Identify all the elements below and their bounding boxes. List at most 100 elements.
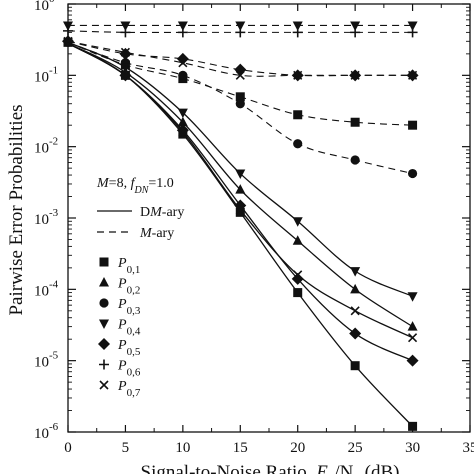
data-point-p0-3 [178,70,188,80]
data-point-p0-4 [407,21,418,31]
data-point-p0-7 [120,70,130,80]
data-point-p0-6 [292,27,303,38]
data-point-p0-7 [178,58,188,68]
series-markers [62,21,419,431]
legend-param-f: f [131,176,137,191]
y-tick-label: 10-5 [34,350,59,371]
legend-marker-p0-7 [99,380,109,390]
data-point-p0-6 [177,27,188,38]
y-tick-label: 10-4 [34,278,59,299]
data-point-p0-7 [120,47,130,57]
data-point-p0-5 [176,124,189,137]
data-point-p0-6 [350,27,361,38]
x-axis-title-tail: (dB) [360,462,400,474]
x-tick-label: 10 [175,440,190,456]
data-point-p0-4 [292,21,303,31]
data-point-p0-7 [235,205,245,215]
legend-label-p0-5: P0,5 [117,338,141,358]
data-point-p0-1 [408,120,418,130]
legend-marker-p0-3 [99,298,109,308]
data-point-p0-4 [177,21,188,31]
data-point-p0-1 [235,207,245,217]
data-point-p0-5 [234,199,247,212]
data-point-p0-1 [350,117,360,127]
x-tick-label: 5 [122,440,130,456]
data-point-p0-7 [63,36,73,46]
data-point-p0-2 [407,321,418,331]
legend-param-f-eq: =1.0 [148,176,173,191]
axis-ticks: 0 5 10 15 20 25 30 35 100 10-1 10-2 10-3 10-4 10-5 10-… [34,0,474,456]
data-point-p0-1 [293,110,303,120]
data-point-p0-2 [292,235,303,245]
data-point-p0-4 [350,21,361,31]
series-line-p0-1-m-ary [67,41,413,126]
data-point-p0-6 [407,27,418,38]
data-point-p0-1 [350,361,360,371]
legend-marker-p0-4 [99,319,109,329]
data-point-p0-7 [350,70,360,80]
legend-param-m: M [96,176,110,191]
data-point-p0-7 [350,306,360,316]
y-tick-label: 10-2 [34,136,58,157]
data-point-p0-4 [292,217,303,227]
y-tick-label: 10-6 [34,421,59,442]
legend-label-p0-2: P0,2 [117,277,140,297]
data-point-p0-3 [350,155,360,165]
data-point-p0-2 [350,283,361,294]
x-tick-label: 30 [405,440,420,456]
x-axis-title-mid: /N [334,462,353,474]
data-point-p0-6 [235,27,246,38]
y-axis-title: Pairwise Error Probabilities [6,104,27,315]
data-point-p0-6 [63,25,73,36]
legend-label-p0-1: P0,1 [117,256,140,276]
data-point-p0-3 [235,99,245,109]
legend-marker-p0-1 [99,257,109,267]
data-point-p0-2 [177,116,188,127]
legend-label-p0-6: P0,6 [117,359,141,379]
data-point-p0-5 [234,63,247,76]
data-point-p0-3 [407,168,418,179]
y-tick-label: 10-3 [34,207,59,228]
data-point-p0-1 [235,92,245,102]
data-point-p0-2 [235,184,246,194]
legend-label-p0-4: P0,4 [117,318,141,338]
data-point-p0-5 [291,272,304,285]
data-point-p0-5 [349,327,362,340]
x-axis-title-lead: Signal-to-Noise Ratio, [141,462,317,474]
x-axis-title: Signal-to-Noise Ratio, Eb/N0 (dB) [141,462,400,474]
data-point-p0-7 [293,270,303,280]
data-point-p0-5 [176,52,189,65]
x-tick-label: 15 [233,440,248,456]
data-point-p0-4 [350,267,361,277]
legend-label-dashed: M-ary [139,226,174,241]
x-tick-label: 35 [463,440,474,456]
y-tick-label: 100 [34,0,55,14]
data-point-p0-7 [293,70,303,80]
legend-marker-p0-2 [99,277,109,287]
data-point-p0-7 [178,127,188,137]
data-point-p0-5 [406,354,419,367]
data-point-p0-1 [293,288,303,298]
data-point-p0-4 [177,108,188,119]
x-tick-label: 20 [290,440,305,456]
y-tick-label: 10-1 [34,64,58,85]
data-point-p0-1 [408,421,418,431]
data-point-p0-4 [235,21,246,31]
x-tick-label: 0 [64,440,72,456]
data-point-p0-4 [235,169,246,180]
data-point-p0-4 [120,63,131,73]
data-point-p0-7 [408,333,418,343]
legend-marker-p0-6 [99,359,109,370]
data-point-p0-7 [408,70,418,80]
legend-param-m-eq: =8, [109,176,131,191]
legend-marker-p0-5 [98,338,110,350]
legend-param-f-sub: DN [133,185,149,196]
data-point-p0-5 [119,47,132,60]
data-point-p0-4 [407,292,418,302]
data-point-p0-6 [120,27,131,38]
legend-label-solid: DM-ary [140,205,184,220]
data-point-p0-4 [120,21,131,31]
x-axis-title-symbol: E [315,462,328,474]
